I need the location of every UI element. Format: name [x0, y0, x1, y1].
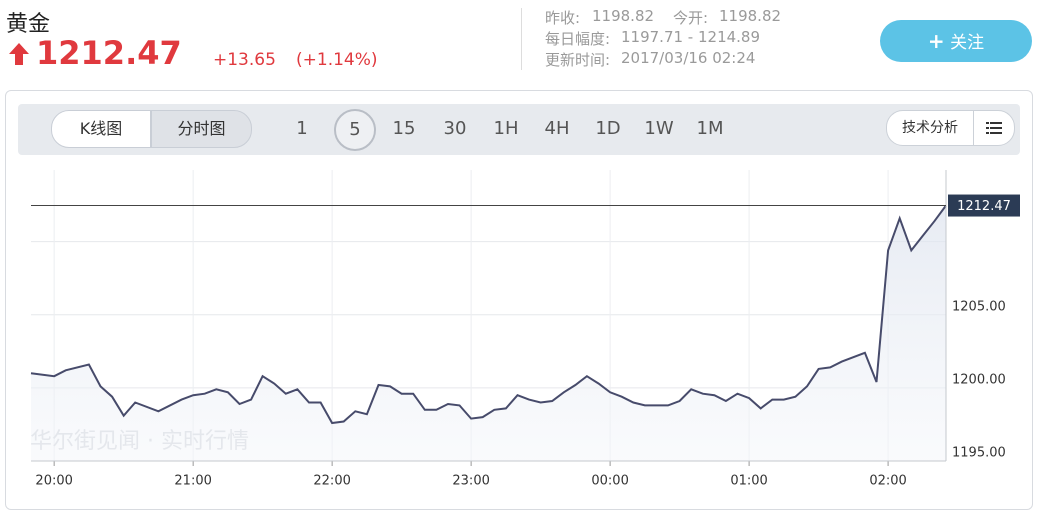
range-label: 每日幅度:	[545, 30, 611, 48]
interval-button[interactable]: 1	[296, 118, 308, 139]
chart-panel	[5, 90, 1033, 510]
interval-button[interactable]: 30	[443, 118, 467, 139]
open: 1198.82	[719, 7, 782, 25]
price-line	[30, 204, 947, 425]
price: 1212.47	[36, 34, 182, 72]
last-price-label: 1212.47	[957, 199, 1011, 214]
last-price-tag	[948, 194, 1020, 217]
follow-label: 关注	[950, 33, 985, 53]
mode-button[interactable]: 分时图	[151, 110, 252, 148]
x-tick-label: 00:00	[591, 474, 628, 489]
x-tick-label: 20:00	[35, 474, 72, 489]
follow-button[interactable]: + 关注	[880, 20, 1032, 62]
up-arrow	[9, 43, 29, 65]
range: 1197.71 - 1214.89	[621, 28, 761, 46]
interval-button[interactable]: 1H	[493, 118, 519, 139]
x-tick-label: 01:00	[730, 474, 767, 489]
y-tick-label: 1200.00	[952, 372, 1006, 387]
asset-name: 黄金	[6, 12, 51, 37]
interval-button[interactable]: 4H	[544, 118, 570, 139]
list-button[interactable]	[973, 110, 1015, 146]
interval-button[interactable]: 1D	[595, 118, 621, 139]
y-tick-label: 1205.00	[952, 299, 1006, 314]
mode-button[interactable]: K线图	[51, 110, 151, 148]
interval-button[interactable]: 5	[334, 109, 376, 151]
interval-button[interactable]: 1M	[696, 118, 724, 139]
x-tick-label: 23:00	[452, 474, 489, 489]
interval-button[interactable]: 1W	[644, 118, 674, 139]
analysis-button[interactable]: 技术分析	[886, 110, 974, 146]
area-fill	[31, 205, 946, 461]
change: +13.65	[213, 50, 276, 70]
updated-label: 更新时间:	[545, 51, 611, 69]
change-pct: (+1.14%)	[296, 50, 378, 70]
separator	[521, 8, 522, 70]
prev-close-label: 昨收:	[545, 9, 581, 27]
x-tick-label: 22:00	[313, 474, 350, 489]
x-tick-label: 21:00	[174, 474, 211, 489]
open-label: 今开:	[673, 9, 709, 27]
prev-close: 1198.82	[592, 7, 655, 25]
y-tick-label: 1195.00	[952, 446, 1006, 461]
list-icon	[986, 122, 1002, 134]
interval-button[interactable]: 15	[392, 118, 416, 139]
x-tick-label: 02:00	[869, 474, 906, 489]
updated: 2017/03/16 02:24	[621, 49, 756, 67]
